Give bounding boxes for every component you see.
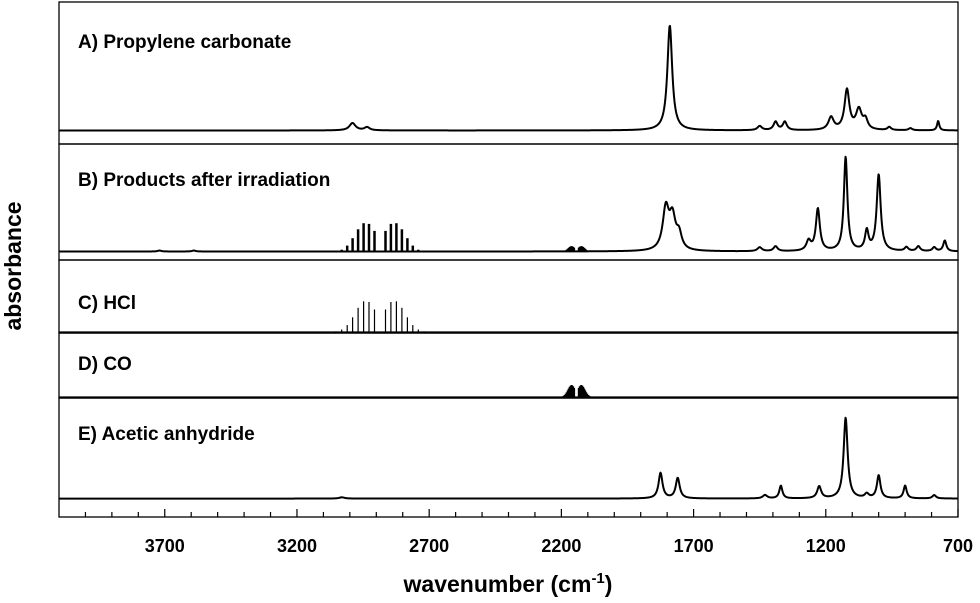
panel-3: C) HCl <box>58 259 959 334</box>
x-axis-label: wavenumber (cm-1) <box>403 570 613 597</box>
spectrum-trace <box>58 155 959 253</box>
x-tick-label: 2200 <box>541 536 581 556</box>
x-tick-label: 1200 <box>806 536 846 556</box>
rotational-band-1 <box>330 301 430 332</box>
y-axis-label: absorbance <box>0 201 26 330</box>
x-tick-label: 1700 <box>674 536 714 556</box>
panel-5: E) Acetic anhydride <box>58 397 959 518</box>
panel-frame <box>58 332 959 399</box>
x-tick-label: 3700 <box>145 536 185 556</box>
x-tick-label: 3200 <box>277 536 317 556</box>
panel-label: C) HCl <box>78 293 136 314</box>
panel-1: A) Propylene carbonate <box>58 1 959 145</box>
rotational-band-2 <box>562 246 591 252</box>
spectrum-trace <box>58 24 959 132</box>
panel-frame <box>58 1 959 145</box>
rotational-band-1 <box>559 385 594 397</box>
panel-label: A) Propylene carbonate <box>78 32 291 53</box>
panel-label: D) CO <box>78 354 132 375</box>
spectrum-trace <box>58 416 959 500</box>
rotational-band-1 <box>334 223 426 252</box>
panel-label: B) Products after irradiation <box>78 170 330 191</box>
panel-label: E) Acetic anhydride <box>78 424 255 445</box>
x-tick-label: 2700 <box>409 536 449 556</box>
x-axis-label-text: wavenumber (cm <box>403 571 592 597</box>
panel-4: D) CO <box>58 332 959 399</box>
spectra-panels: A) Propylene carbonate B) Products after … <box>58 1 959 518</box>
x-axis-label-superscript: -1 <box>591 570 604 587</box>
x-axis-label-close: ) <box>605 571 613 597</box>
x-axis: 3700 3200 2700 2200 1700 1200 700 <box>84 509 973 556</box>
panel-frame <box>58 259 959 334</box>
x-tick-label: 700 <box>943 536 973 556</box>
panel-2: B) Products after irradiation <box>58 143 959 261</box>
